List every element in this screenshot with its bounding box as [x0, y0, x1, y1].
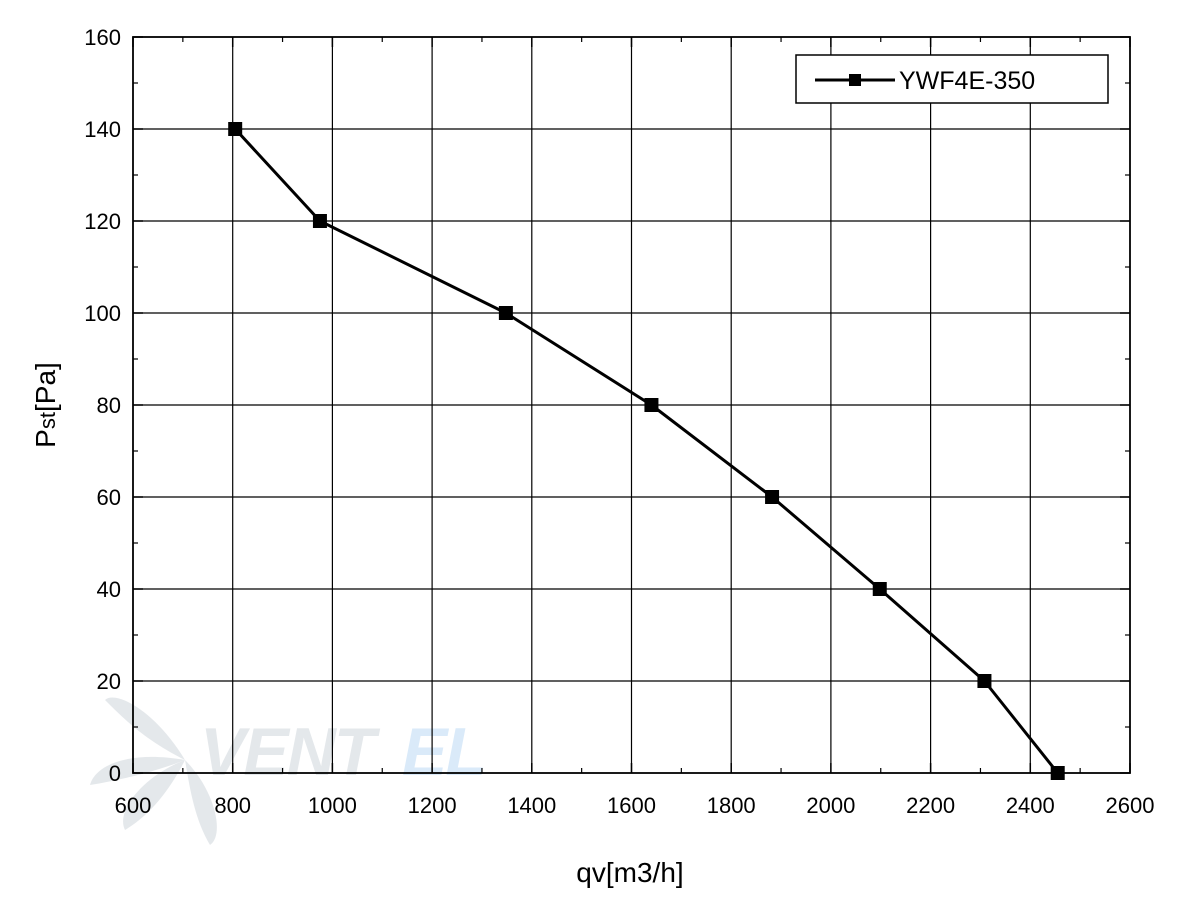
x-tick-label: 1000	[308, 793, 357, 818]
y-tick-label: 120	[84, 209, 121, 234]
x-axis-title: qv[m3/h]	[576, 857, 683, 888]
y-tick-label: 160	[84, 25, 121, 50]
svg-text:VENT: VENT	[200, 714, 381, 790]
data-point	[765, 490, 780, 504]
x-tick-label: 1800	[707, 793, 756, 818]
y-tick-label: 100	[84, 301, 121, 326]
x-tick-label: 1600	[607, 793, 656, 818]
y-tick-label: 60	[97, 485, 121, 510]
data-point	[872, 582, 887, 596]
x-tick-label: 1400	[507, 793, 556, 818]
y-tick-label: 140	[84, 117, 121, 142]
x-tick-label: 2600	[1106, 793, 1155, 818]
data-point	[1050, 766, 1065, 780]
y-tick-label: 40	[97, 577, 121, 602]
y-tick-label: 80	[97, 393, 121, 418]
series-line	[234, 127, 1059, 774]
x-tick-label: 2200	[906, 793, 955, 818]
svg-text:EL: EL	[402, 714, 485, 790]
x-tick-label: 800	[214, 793, 251, 818]
data-point	[312, 214, 327, 228]
x-tick-label: 600	[115, 793, 152, 818]
legend-label: YWF4E-350	[899, 67, 1035, 95]
y-axis-title-sub: st	[35, 412, 60, 429]
axes: 600 800 1000 1200 1400 1600 1800 2000 2200 2400 26…	[84, 25, 1154, 818]
y-axis-title-unit: [Pa]	[30, 362, 61, 412]
y-tick-label: 20	[97, 669, 121, 694]
y-axis-title: Pst[Pa]	[30, 362, 61, 448]
legend: YWF4E-350	[795, 54, 1109, 104]
x-tick-label: 1200	[408, 793, 457, 818]
grid	[133, 37, 1130, 773]
data-point	[498, 306, 513, 320]
y-axis-title-main: P	[30, 429, 61, 448]
y-tick-label: 0	[109, 761, 121, 786]
ventel-watermark-logo: VENT EL	[90, 697, 487, 845]
labels: qv[m3/h] Pst[Pa]	[30, 362, 684, 888]
x-tick-label: 2000	[806, 793, 855, 818]
data-point	[228, 122, 243, 136]
x-tick-label: 2400	[1006, 793, 1055, 818]
series-layer	[228, 122, 1065, 780]
plot-frame	[132, 36, 1131, 774]
data-point	[977, 674, 992, 688]
data-point	[644, 398, 659, 412]
legend-marker	[849, 74, 861, 86]
